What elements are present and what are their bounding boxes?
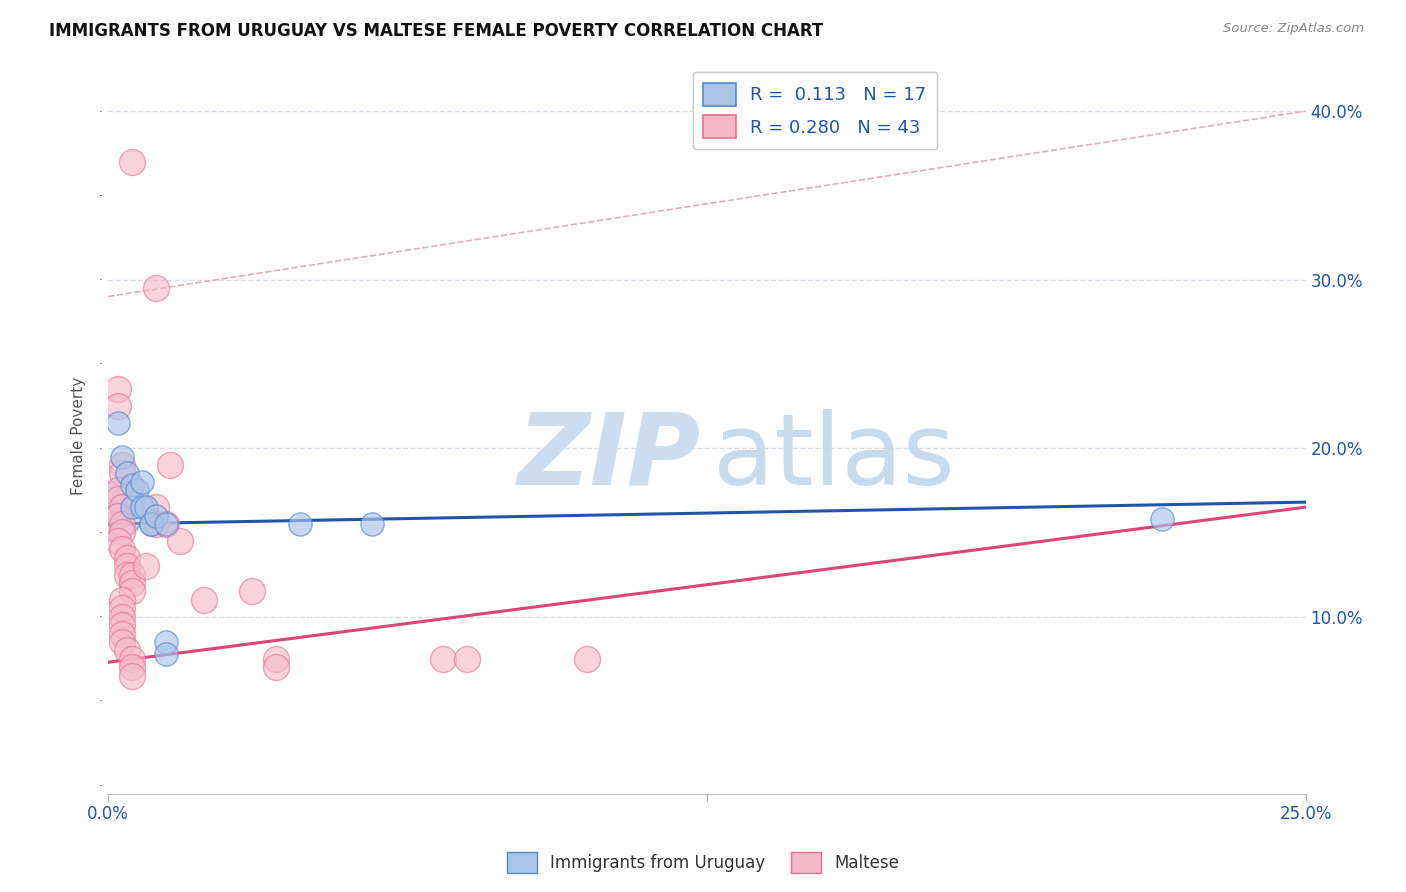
Point [135, 559, 157, 574]
Point [111, 626, 134, 640]
Point [141, 516, 163, 531]
Point [288, 516, 311, 531]
Point [117, 467, 139, 481]
Point [121, 576, 143, 591]
Point [111, 601, 134, 615]
Point [135, 500, 157, 515]
Point [131, 500, 153, 515]
Point [121, 584, 143, 599]
Point [360, 516, 382, 531]
Text: atlas: atlas [713, 409, 955, 506]
Point [111, 467, 134, 481]
Point [432, 652, 454, 666]
Point [111, 635, 134, 649]
Point [111, 609, 134, 624]
Point [193, 592, 215, 607]
Point [1150, 512, 1173, 526]
Point [121, 567, 143, 582]
Point [456, 652, 478, 666]
Point [107, 508, 129, 523]
Y-axis label: Female Poverty: Female Poverty [72, 376, 86, 495]
Point [125, 483, 148, 498]
Point [121, 154, 143, 169]
Point [111, 618, 134, 632]
Point [155, 635, 177, 649]
Point [169, 533, 191, 548]
Point [121, 478, 143, 492]
Point [145, 508, 167, 523]
Point [117, 550, 139, 565]
Point [111, 458, 134, 472]
Point [155, 647, 177, 661]
Point [117, 643, 139, 657]
Legend: R =  0.113   N = 17, R = 0.280   N = 43: R = 0.113 N = 17, R = 0.280 N = 43 [693, 72, 938, 149]
Point [111, 592, 134, 607]
Text: ZIP: ZIP [517, 409, 700, 506]
Point [101, 503, 124, 517]
Point [107, 416, 129, 430]
Point [107, 483, 129, 498]
Point [121, 660, 143, 674]
Point [121, 500, 143, 515]
Point [117, 567, 139, 582]
Legend: Immigrants from Uruguay, Maltese: Immigrants from Uruguay, Maltese [501, 846, 905, 880]
Point [111, 516, 134, 531]
Point [145, 516, 167, 531]
Point [145, 500, 167, 515]
Point [576, 652, 599, 666]
Point [145, 281, 167, 295]
Point [141, 516, 163, 531]
Point [111, 500, 134, 515]
Point [121, 669, 143, 683]
Point [121, 652, 143, 666]
Text: IMMIGRANTS FROM URUGUAY VS MALTESE FEMALE POVERTY CORRELATION CHART: IMMIGRANTS FROM URUGUAY VS MALTESE FEMAL… [49, 22, 824, 40]
Point [111, 542, 134, 557]
Text: Source: ZipAtlas.com: Source: ZipAtlas.com [1223, 22, 1364, 36]
Point [117, 559, 139, 574]
Point [111, 525, 134, 540]
Point [131, 475, 153, 489]
Point [107, 491, 129, 506]
Point [111, 450, 134, 464]
Point [155, 516, 177, 531]
Point [107, 382, 129, 396]
Point [155, 516, 177, 531]
Point [107, 533, 129, 548]
Point [240, 584, 263, 599]
Point [264, 660, 287, 674]
Point [107, 399, 129, 413]
Point [159, 458, 181, 472]
Point [264, 652, 287, 666]
